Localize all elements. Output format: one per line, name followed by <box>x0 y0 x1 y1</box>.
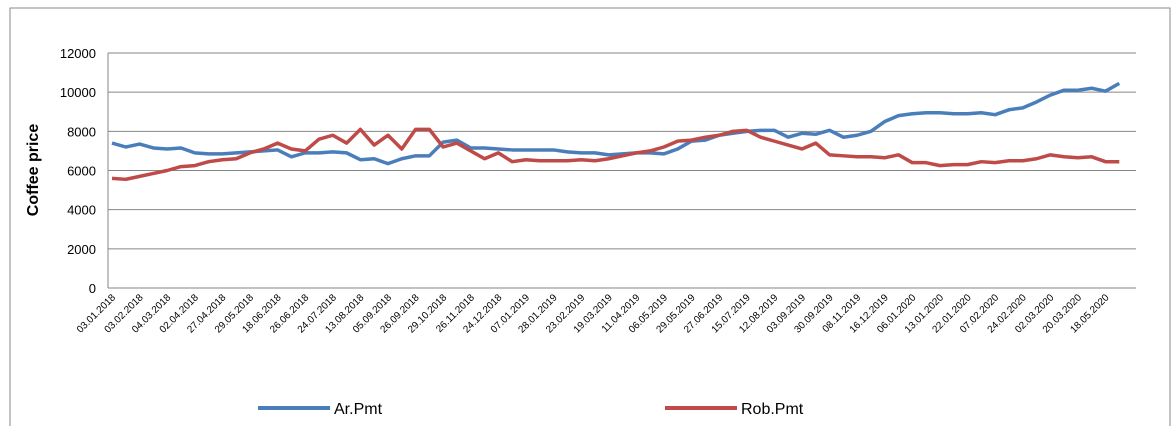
series-line <box>111 81 1121 166</box>
y-tick-label: 2000 <box>67 242 96 257</box>
series-line <box>111 127 1120 182</box>
y-tick-label: 8000 <box>67 124 96 139</box>
y-tick-label: 12000 <box>60 46 96 61</box>
y-tick-label: 4000 <box>67 203 96 218</box>
legend-label: Rob.Pmt <box>741 401 804 418</box>
y-tick-label: 6000 <box>67 164 96 179</box>
legend-label: Ar.Pmt <box>334 401 383 418</box>
chart-frame <box>9 7 1171 429</box>
y-tick-label: 10000 <box>60 85 96 100</box>
y-axis-title: Coffee price <box>25 124 42 217</box>
y-tick-label: 0 <box>89 281 96 296</box>
